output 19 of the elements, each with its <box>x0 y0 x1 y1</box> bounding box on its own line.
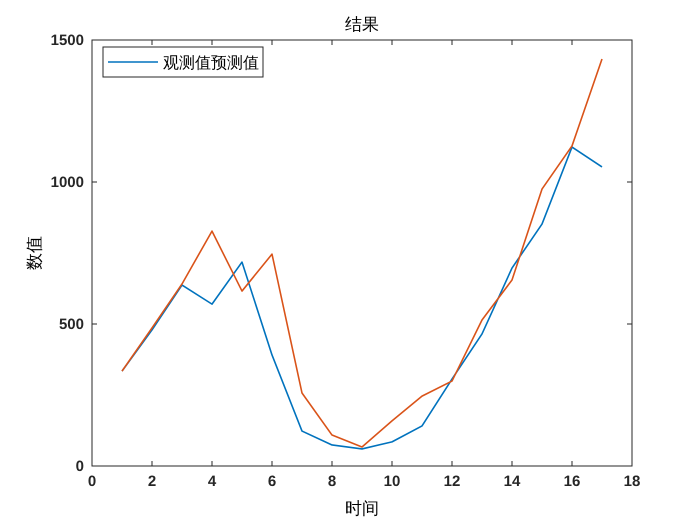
x-tick-label: 8 <box>328 473 336 490</box>
x-tick-label: 14 <box>504 473 521 490</box>
y-tick-label: 1500 <box>50 32 84 49</box>
x-tick-label: 12 <box>444 473 460 490</box>
chart-title: 结果 <box>345 15 379 34</box>
x-tick-label: 4 <box>208 473 217 490</box>
x-tick-label: 2 <box>148 473 156 490</box>
y-tick-label: 1000 <box>50 174 84 191</box>
x-tick-label: 18 <box>624 473 640 490</box>
x-tick-label: 16 <box>564 473 580 490</box>
legend-label: 观测值预测值 <box>163 55 259 72</box>
x-tick-label: 0 <box>88 473 96 490</box>
y-tick-label: 500 <box>58 316 84 333</box>
y-tick-label: 0 <box>76 458 84 475</box>
legend: 观测值预测值 <box>102 46 264 78</box>
x-tick-label: 10 <box>384 473 400 490</box>
y-axis-title: 数值 <box>25 236 44 270</box>
x-axis-title: 时间 <box>345 499 379 518</box>
x-tick-label: 6 <box>268 473 276 490</box>
